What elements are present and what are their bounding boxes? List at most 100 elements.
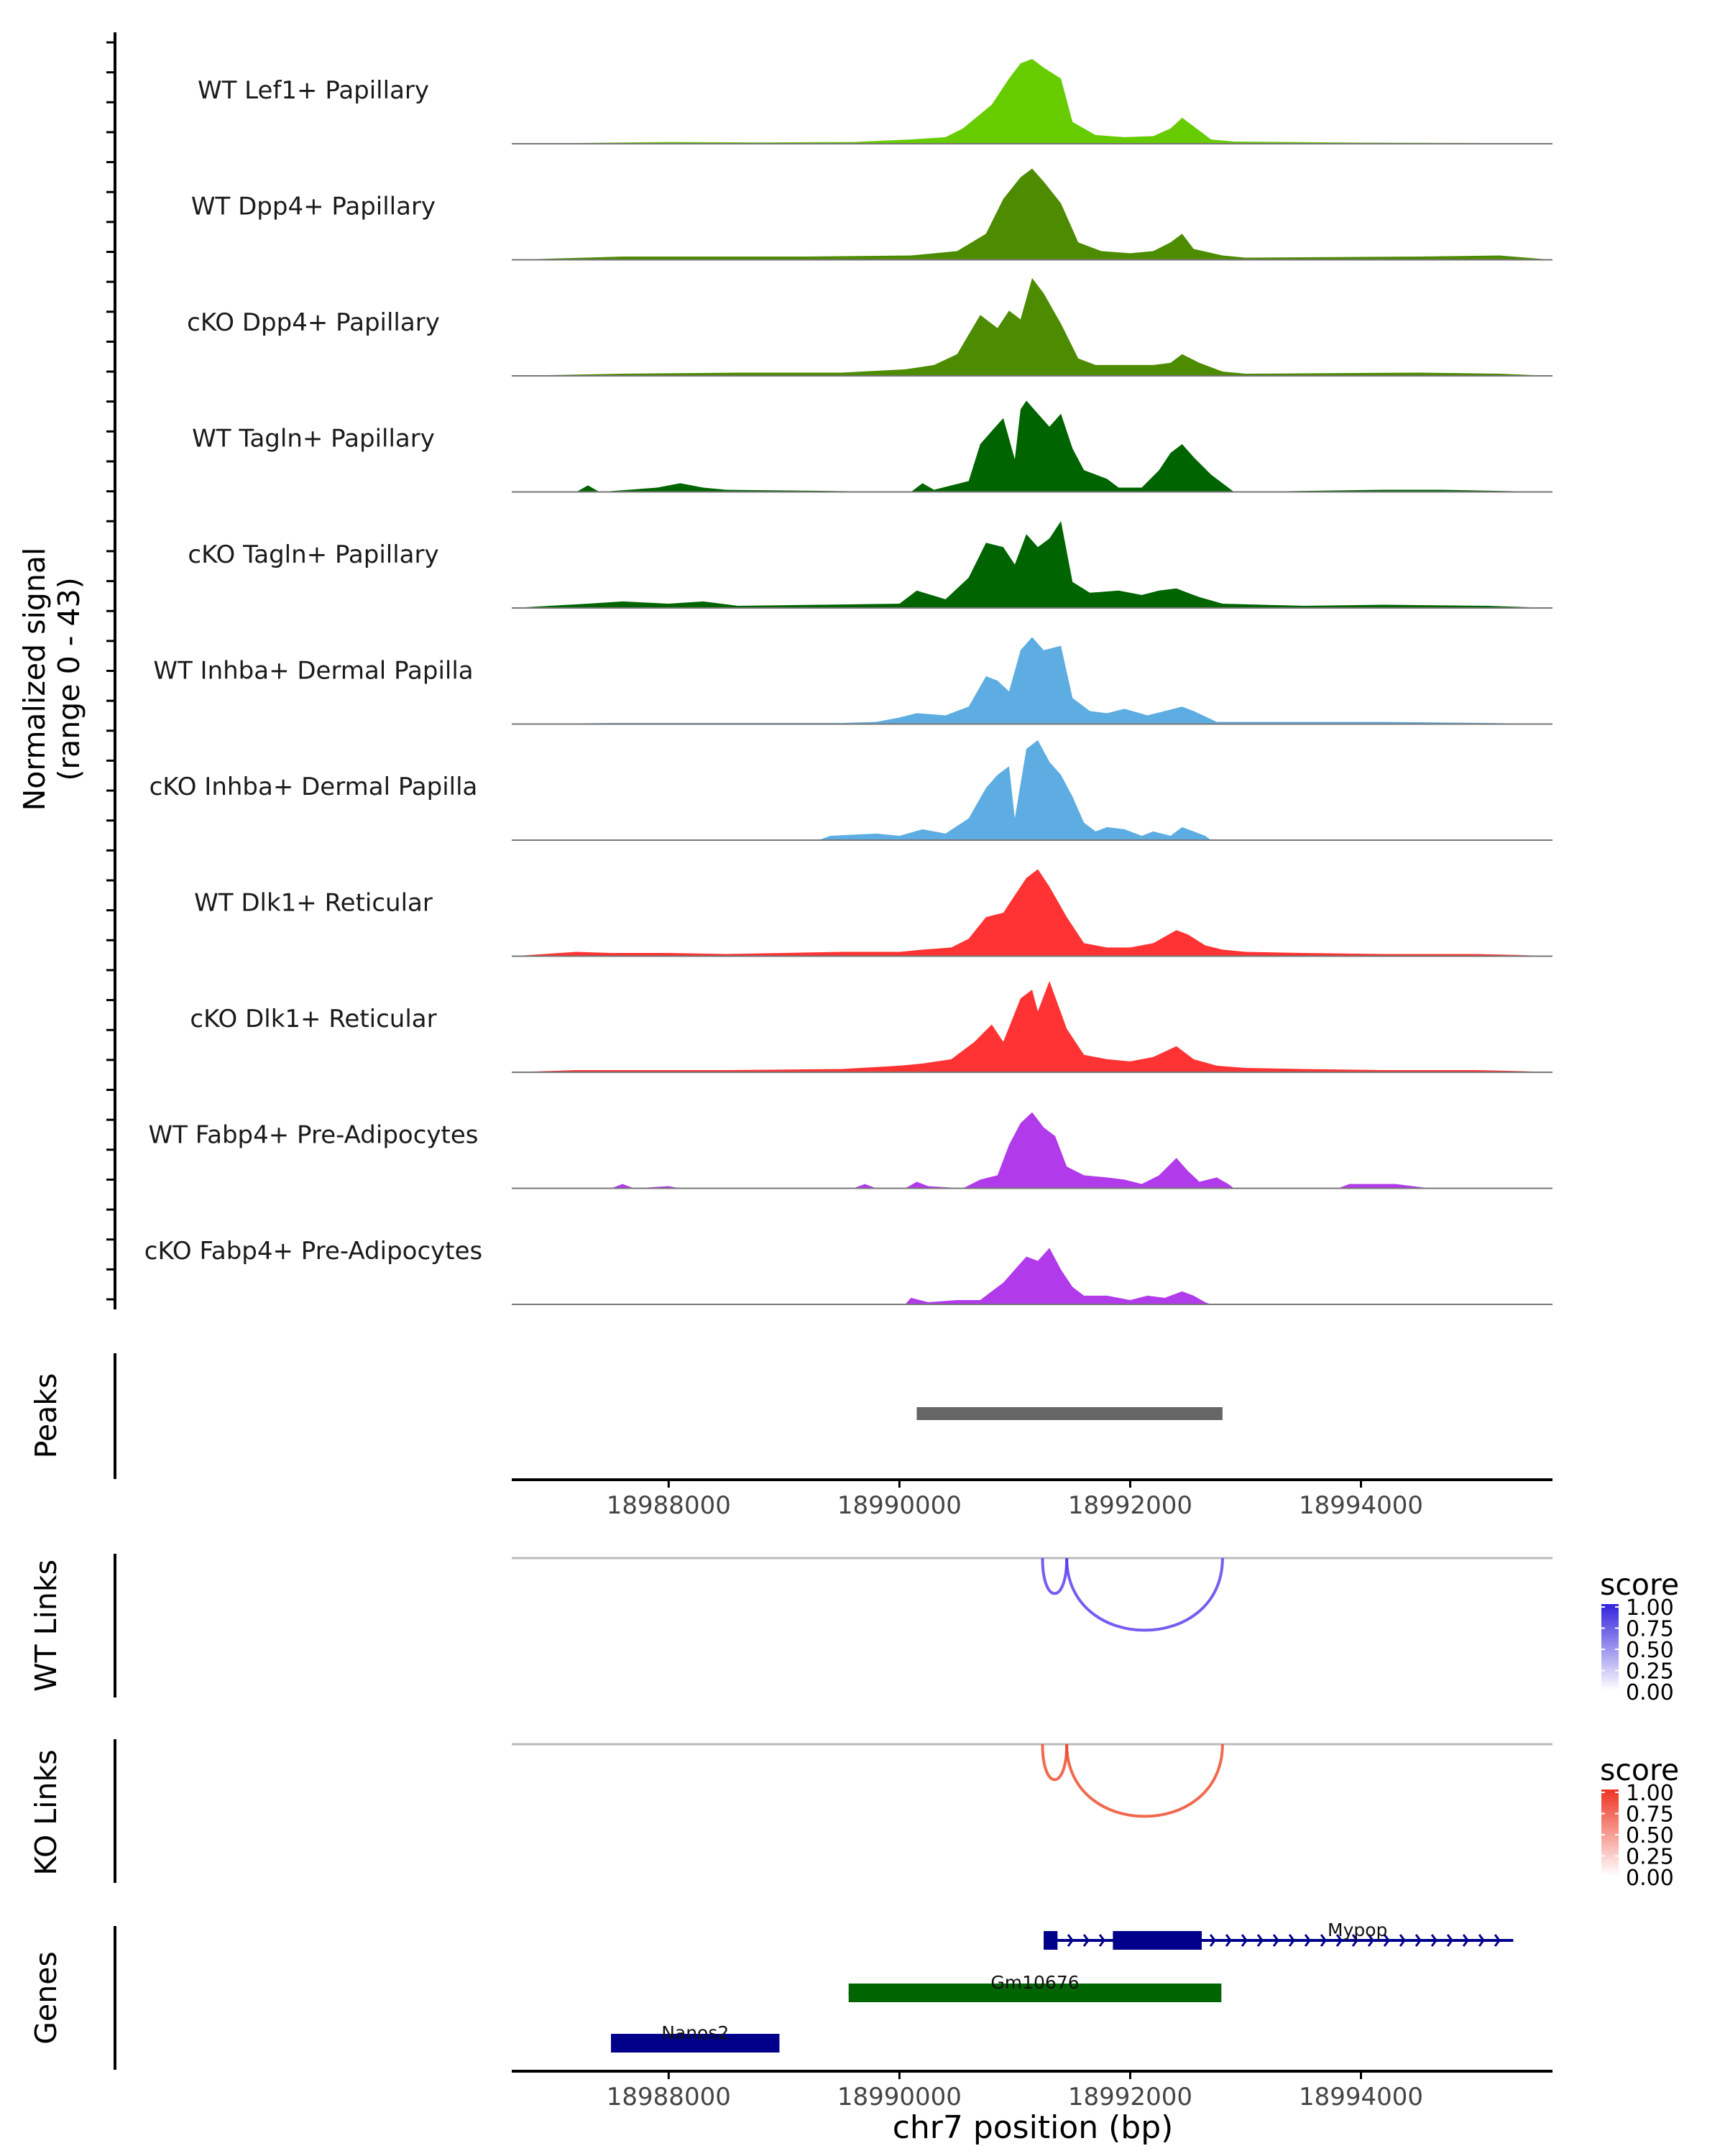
strand-arrow [1430,1934,1438,1947]
peaks-panel: Peaks [29,1353,1223,1479]
legend-tick-label: 0.75 [1626,1802,1674,1828]
coverage-track-label: WT Inhba+ Dermal Papilla [153,657,473,686]
coverage-track: cKO Tagln+ Papillary [188,521,1552,609]
coverage-track: cKO Dpp4+ Papillary [187,277,1552,377]
strand-arrow [1351,1934,1358,1947]
x-axis-tick-label: 18992000 [1068,2083,1192,2111]
link-arc [1041,1557,1069,1595]
link-arc [1065,1557,1224,1632]
strand-arrow [1256,1934,1264,1947]
link-arc [1065,1743,1224,1818]
strand-arrow [1272,1934,1279,1947]
coverage-area [512,1112,1552,1189]
coverage-area [512,400,1552,492]
legend-tick-label: 0.50 [1626,1638,1674,1663]
coverage-track: WT Fabp4+ Pre-Adipocytes [149,1112,1552,1189]
x-axis-tick-label: 18992000 [1068,1491,1192,1520]
coverage-track: WT Dpp4+ Papillary [191,168,1552,261]
strand-arrow [1462,1934,1469,1947]
x-axis-top: 18988000 18990000 18992000 18994000 [512,1478,1552,1520]
peaks-label: Peaks [29,1373,63,1459]
links-label: KO Links [29,1749,63,1875]
coverage-tracks: WT Lef1+ Papillary WT Dpp4+ Papillary cKO … [144,59,1552,1305]
gene-name-label: Mypop [1328,1920,1387,1940]
strand-arrow [1446,1934,1453,1947]
coverage-track: WT Dlk1+ Reticular [194,869,1552,957]
x-axis-tick-label: 18994000 [1299,1491,1423,1520]
coverage-area [512,981,1552,1072]
coverage-ylabel-line1: Normalized signal [17,548,52,811]
strand-arrow [1082,1934,1090,1947]
coverage-track-label: cKO Inhba+ Dermal Papilla [150,773,478,801]
legend-colorbar [1601,1789,1619,1876]
coverage-track: WT Lef1+ Papillary [198,59,1552,144]
gene-exon [1044,1931,1058,1950]
legend-colorbar [1601,1604,1619,1690]
strand-arrow [1399,1934,1406,1947]
coverage-area [512,869,1552,957]
coverage-track-label: WT Dpp4+ Papillary [191,193,436,221]
gene-name-label: Gm10676 [990,1972,1079,1993]
coverage-area [512,521,1552,608]
gene-exon [611,2034,780,2053]
legend-title: score [1600,1753,1679,1787]
coverage-track: cKO Fabp4+ Pre-Adipocytes [144,1237,1552,1305]
coverage-track-label: WT Dlk1+ Reticular [194,889,433,918]
coverage-y-axis [106,32,116,1309]
coverage-track-label: cKO Dlk1+ Reticular [190,1005,436,1033]
links-label: WT Links [29,1560,63,1692]
strand-arrow [1209,1934,1216,1947]
coverage-track-label: cKO Tagln+ Papillary [188,540,438,569]
legend-tick-label: 0.50 [1626,1823,1674,1848]
x-axis-tick-label: 18988000 [607,1491,731,1520]
coverage-area [512,1248,1552,1304]
legend-tick-label: 0.75 [1626,1617,1674,1642]
coverage-track-label: cKO Fabp4+ Pre-Adipocytes [144,1237,483,1266]
x-axis-tick-label: 18990000 [837,1491,962,1520]
legend-tick-label: 1.00 [1626,1781,1674,1806]
strand-arrow [1335,1934,1343,1947]
strand-arrow [1478,1934,1485,1947]
gene-name-label: Nanos2 [661,2022,729,2043]
legend-tick-label: 0.00 [1626,1866,1674,1891]
coverage-area [512,740,1552,840]
legend-title: score [1600,1567,1679,1602]
coverage-track: cKO Dlk1+ Reticular [190,981,1552,1073]
coverage-track-label: WT Fabp4+ Pre-Adipocytes [149,1121,479,1150]
x-axis-title: chr7 position (bp) [893,2109,1174,2146]
strand-arrow [1098,1934,1105,1947]
coverage-area [512,168,1552,260]
coverage-ylabel-line2: (range 0 - 43) [52,577,86,780]
coverage-area [512,59,1552,144]
strand-arrow [1383,1934,1390,1947]
coverage-track: cKO Inhba+ Dermal Papilla [150,740,1552,841]
strand-arrow [1304,1934,1311,1947]
gene-exon [848,1984,1222,2002]
x-axis-tick-label: 18988000 [607,2083,731,2111]
coverage-track: WT Inhba+ Dermal Papilla [153,637,1552,725]
x-axis-tick-label: 18994000 [1299,2083,1423,2111]
x-axis-bottom: 18988000 18990000 18992000 18994000 [512,2070,1552,2111]
strand-arrow [1288,1934,1295,1947]
legend-tick-label: 0.00 [1626,1680,1674,1705]
strand-arrow [1241,1934,1248,1947]
coverage-area [512,277,1552,376]
coverage-area [512,637,1552,724]
strand-arrow [1367,1934,1374,1947]
gene-model: Gm10676 [848,1972,1222,2002]
gene-model: Mypop [1044,1920,1514,1950]
genes-label: Genes [29,1951,63,2045]
legend-tick-label: 0.25 [1626,1659,1674,1685]
coverage-track-label: WT Lef1+ Papillary [198,76,429,105]
strand-arrow [1225,1934,1232,1947]
coverage-track-label: cKO Dpp4+ Papillary [187,308,440,337]
coverage-track-label: WT Tagln+ Papillary [192,425,435,453]
gene-exon [1113,1931,1202,1950]
link-arc [1041,1743,1069,1782]
legend-tick-label: 0.25 [1626,1845,1674,1870]
genes-panel: Genes Mypop Gm10676 Nanos2 [29,1920,1514,2070]
strand-arrow [1414,1934,1422,1947]
